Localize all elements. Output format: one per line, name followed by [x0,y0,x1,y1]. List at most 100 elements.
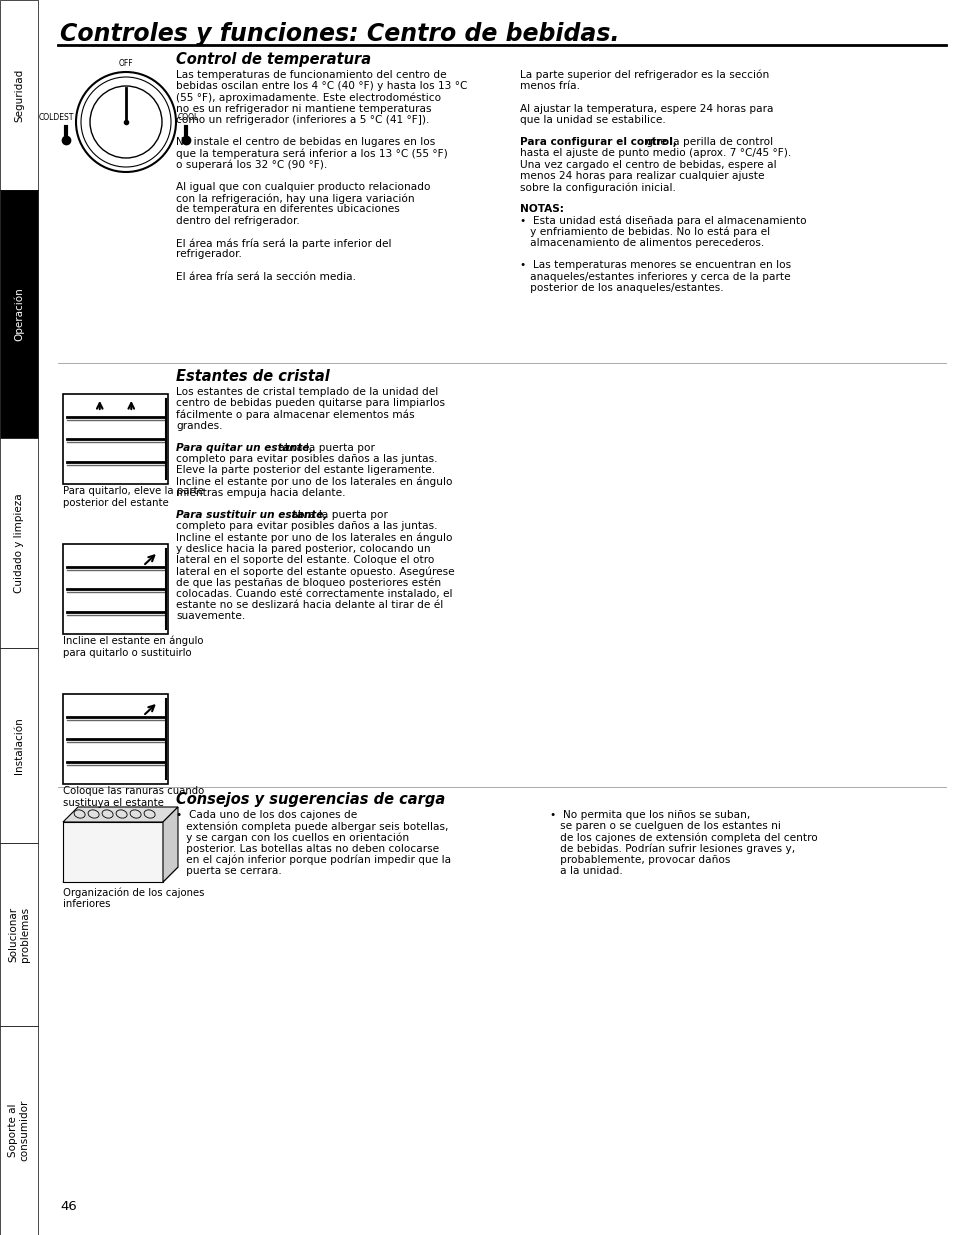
Text: puerta se cerrara.: puerta se cerrara. [175,866,281,876]
Text: Estantes de cristal: Estantes de cristal [175,369,330,384]
Text: •  Esta unidad está diseñada para el almacenamiento: • Esta unidad está diseñada para el alma… [519,216,806,226]
Text: o superará los 32 °C (90 °F).: o superará los 32 °C (90 °F). [175,159,327,170]
Text: abra la puerta por: abra la puerta por [288,510,387,520]
Text: Instalación: Instalación [14,718,24,774]
Text: abra la puerta por: abra la puerta por [274,443,375,453]
Text: completo para evitar posibles daños a las juntas.: completo para evitar posibles daños a la… [175,454,437,464]
Text: Operación: Operación [13,287,24,341]
Text: Organización de los cajones
inferiores: Organización de los cajones inferiores [63,887,204,909]
Text: como un refrigerador (inferiores a 5 °C (41 °F]).: como un refrigerador (inferiores a 5 °C … [175,115,429,125]
Text: posterior de los anaqueles/estantes.: posterior de los anaqueles/estantes. [519,283,723,293]
Text: anaqueles/estantes inferiores y cerca de la parte: anaqueles/estantes inferiores y cerca de… [519,272,790,282]
Text: de temperatura en diferentes ubicaciones: de temperatura en diferentes ubicaciones [175,205,399,215]
Text: con la refrigeración, hay una ligera variación: con la refrigeración, hay una ligera var… [175,193,415,204]
Text: de los cajones de extensión completa del centro: de los cajones de extensión completa del… [550,832,817,844]
Text: probablemente, provocar daños: probablemente, provocar daños [550,855,730,864]
Text: COOL: COOL [178,114,199,122]
Text: de que las pestañas de bloqueo posteriores estén: de que las pestañas de bloqueo posterior… [175,578,440,588]
Text: no es un refrigerador ni mantiene temperaturas: no es un refrigerador ni mantiene temper… [175,104,431,114]
Text: hasta el ajuste de punto medio (aprox. 7 °C/45 °F).: hasta el ajuste de punto medio (aprox. 7… [519,148,790,158]
Text: mientras empuja hacia delante.: mientras empuja hacia delante. [175,488,345,498]
Text: suavemente.: suavemente. [175,611,245,621]
Text: estante no se deslizará hacia delante al tirar de él: estante no se deslizará hacia delante al… [175,600,443,610]
Text: lateral en el soporte del estante. Coloque el otro: lateral en el soporte del estante. Coloq… [175,555,434,564]
Polygon shape [63,823,163,882]
Bar [63,694,168,784]
Text: gire la perilla de control: gire la perilla de control [642,137,772,147]
Text: menos fría.: menos fría. [519,82,579,91]
Text: 46: 46 [60,1200,76,1213]
Text: Para configurar el control,: Para configurar el control, [519,137,677,147]
Text: extensión completa puede albergar seis botellas,: extensión completa puede albergar seis b… [175,821,448,831]
Bar [0,1026,38,1235]
Text: COLDEST: COLDEST [38,114,74,122]
Polygon shape [63,806,178,823]
Text: lateral en el soporte del estante opuesto. Asegúrese: lateral en el soporte del estante opuest… [175,566,455,577]
Text: centro de bebidas pueden quitarse para limpiarlos: centro de bebidas pueden quitarse para l… [175,398,444,409]
Bar [0,190,38,438]
Text: sobre la configuración inicial.: sobre la configuración inicial. [519,182,675,193]
Bar [0,438,38,648]
Text: bebidas oscilan entre los 4 °C (40 °F) y hasta los 13 °C: bebidas oscilan entre los 4 °C (40 °F) y… [175,82,467,91]
Text: en el cajón inferior porque podrían impedir que la: en el cajón inferior porque podrían impe… [175,855,451,866]
Ellipse shape [74,810,85,818]
Text: No instale el centro de bebidas en lugares en los: No instale el centro de bebidas en lugar… [175,137,435,147]
Text: y deslice hacia la pared posterior, colocando un: y deslice hacia la pared posterior, colo… [175,543,430,553]
Text: •  No permita que los niños se suban,: • No permita que los niños se suban, [550,810,749,820]
Ellipse shape [144,810,155,818]
Text: se paren o se cuelguen de los estantes ni: se paren o se cuelguen de los estantes n… [550,821,781,831]
Text: que la temperatura será inferior a los 13 °C (55 °F): que la temperatura será inferior a los 1… [175,148,447,159]
Ellipse shape [102,810,113,818]
Text: Solucionar
problemas: Solucionar problemas [9,906,30,962]
Text: que la unidad se estabilice.: que la unidad se estabilice. [519,115,665,125]
Text: •  Las temperaturas menores se encuentran en los: • Las temperaturas menores se encuentran… [519,261,790,270]
Text: Incline el estante por uno de los laterales en ángulo: Incline el estante por uno de los latera… [175,477,452,487]
Text: Para quitar un estante,: Para quitar un estante, [175,443,313,453]
Text: completo para evitar posibles daños a las juntas.: completo para evitar posibles daños a la… [175,521,437,531]
Text: fácilmente o para almacenar elementos más: fácilmente o para almacenar elementos má… [175,409,415,420]
Text: Las temperaturas de funcionamiento del centro de: Las temperaturas de funcionamiento del c… [175,70,446,80]
Text: Seguridad: Seguridad [14,68,24,121]
Ellipse shape [116,810,127,818]
Ellipse shape [88,810,99,818]
Text: posterior. Las botellas altas no deben colocarse: posterior. Las botellas altas no deben c… [175,844,438,853]
Text: almacenamiento de alimentos perecederos.: almacenamiento de alimentos perecederos. [519,238,763,248]
Text: (55 °F), aproximadamente. Este electrodoméstico: (55 °F), aproximadamente. Este electrodo… [175,93,440,103]
Bar [0,0,38,190]
Text: Incline el estante en ángulo
para quitarlo o sustituirlo: Incline el estante en ángulo para quitar… [63,636,203,658]
Text: Coloque las ranuras cuando
sustituya el estante: Coloque las ranuras cuando sustituya el … [63,785,204,808]
Text: Para quitarlo, eleve la parte
posterior del estante: Para quitarlo, eleve la parte posterior … [63,487,204,508]
Text: Incline el estante por uno de los laterales en ángulo: Incline el estante por uno de los latera… [175,532,452,543]
Text: a la unidad.: a la unidad. [550,866,622,876]
Text: Una vez cargado el centro de bebidas, espere al: Una vez cargado el centro de bebidas, es… [519,159,776,169]
Polygon shape [163,806,178,882]
Text: Controles y funciones: Centro de bebidas.: Controles y funciones: Centro de bebidas… [60,22,618,46]
Text: OFF: OFF [118,59,133,68]
Text: grandes.: grandes. [175,421,222,431]
Text: colocadas. Cuando esté correctamente instalado, el: colocadas. Cuando esté correctamente ins… [175,589,452,599]
Text: •  Cada uno de los dos cajones de: • Cada uno de los dos cajones de [175,810,356,820]
Text: El área fría será la sección media.: El área fría será la sección media. [175,272,355,282]
Text: dentro del refrigerador.: dentro del refrigerador. [175,216,299,226]
Text: y enfriamiento de bebidas. No lo está para el: y enfriamiento de bebidas. No lo está pa… [519,227,769,237]
Text: menos 24 horas para realizar cualquier ajuste: menos 24 horas para realizar cualquier a… [519,170,763,180]
Text: Cuidado y limpieza: Cuidado y limpieza [14,493,24,593]
Text: NOTAS:: NOTAS: [519,205,563,215]
Bar [0,648,38,844]
Text: y se cargan con los cuellos en orientación: y se cargan con los cuellos en orientaci… [175,832,409,844]
Text: Al igual que con cualquier producto relacionado: Al igual que con cualquier producto rela… [175,182,430,191]
Text: Al ajustar la temperatura, espere 24 horas para: Al ajustar la temperatura, espere 24 hor… [519,104,773,114]
Text: Los estantes de cristal templado de la unidad del: Los estantes de cristal templado de la u… [175,387,437,396]
Bar [0,844,38,1026]
Text: Soporte al
consumidor: Soporte al consumidor [9,1100,30,1161]
Bar [63,543,168,634]
Bar [63,394,168,484]
Text: Para sustituir un estante,: Para sustituir un estante, [175,510,327,520]
Text: La parte superior del refrigerador es la sección: La parte superior del refrigerador es la… [519,70,768,80]
Text: Consejos y sugerencias de carga: Consejos y sugerencias de carga [175,792,445,806]
Text: Control de temperatura: Control de temperatura [175,52,371,67]
Text: refrigerador.: refrigerador. [175,249,242,259]
Text: El área más fría será la parte inferior del: El área más fría será la parte inferior … [175,238,391,248]
Ellipse shape [130,810,141,818]
Text: de bebidas. Podrían sufrir lesiones graves y,: de bebidas. Podrían sufrir lesiones grav… [550,844,794,855]
